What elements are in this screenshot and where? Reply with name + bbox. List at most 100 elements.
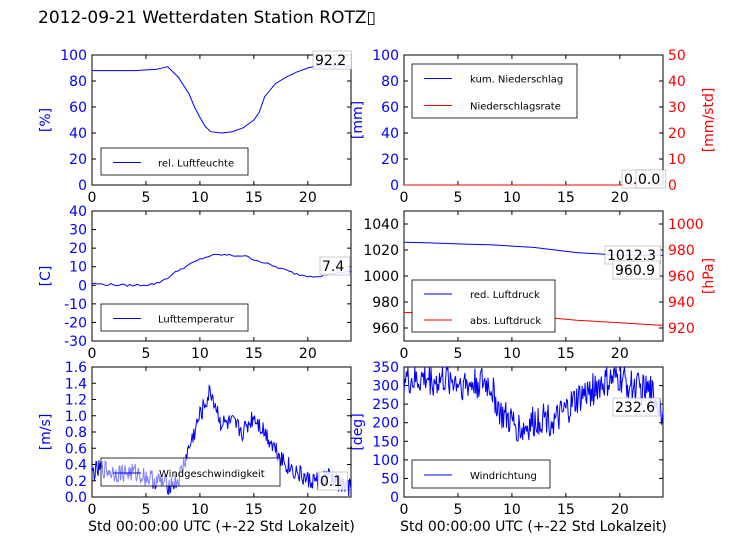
y-tick-label: 1000 [363,269,399,285]
y-tick-label: 250 [372,397,399,413]
x-tick-label: 20 [611,190,629,206]
y-right-tick-label: 980 [668,243,695,259]
x-tick-label: 0 [88,190,97,206]
x-tick-label: 15 [557,346,575,362]
y-tick-label: 1040 [363,217,399,233]
y-tick-label: 100 [60,48,87,64]
x-axis-label-right: Std 00:00:00 UTC (+-22 Std Lokalzeit) [400,519,667,535]
x-tick-label: 0 [88,502,97,518]
legend: Windgeschwindigkeit [100,457,281,487]
y-tick-label: 0 [390,490,399,506]
y-right-tick-label: 40 [668,74,686,90]
chart-panel-humidity: 0 5 10 15 20 0 20 40 60 80 100 [%] rel. Luftfeuchte 9… [38,48,352,206]
plot-frame [91,54,352,186]
legend: Lufttemperatur [100,303,249,332]
legend-label: abs. Luftdruck [470,316,541,327]
y-tick-label: 10 [69,260,87,276]
value-annotation: 92.2 [315,53,346,69]
y-tick-label: 0 [78,278,87,294]
value-annotation: 960.9 [615,263,655,279]
y-tick-label: 1.4 [65,376,87,392]
value-annotation-box [635,169,667,189]
x-tick-label: 20 [299,190,317,206]
plot-frame [91,210,352,342]
legend-box [100,457,281,487]
legend-box [411,279,556,333]
y-tick-label: 1.2 [65,393,87,409]
series-line-0 [92,64,352,134]
y-tick-label: 0 [78,178,87,194]
y-tick-label: 60 [381,100,399,116]
value-annotation: 0.1 [320,474,342,490]
y-tick-label: 0.0 [65,490,87,506]
x-tick-label: 20 [611,346,629,362]
y-tick-label: 200 [372,416,399,432]
x-tick-label: 5 [141,190,150,206]
y-tick-label: -20 [64,315,87,331]
legend: Windrichtung [411,459,551,489]
x-tick-label: 15 [245,190,263,206]
value-annotation-box [612,397,661,417]
legend: red. Luftdruck abs. Luftdruck [411,279,556,333]
x-tick-label: 10 [191,502,209,518]
value-annotation-box [312,50,352,70]
y-tick-label: 40 [69,204,87,220]
legend-label: Niederschlagsrate [470,102,561,113]
y-axis-label: [deg] [350,413,366,450]
y-tick-label: 980 [372,295,399,311]
y-tick-label: 0.4 [65,458,87,474]
y-right-tick-label: 30 [668,100,686,116]
x-tick-label: 10 [503,346,521,362]
y-tick-label: 20 [69,152,87,168]
legend-label: Windgeschwindigkeit [159,469,265,480]
y-tick-label: 300 [372,379,399,395]
legend-label: Windrichtung [470,471,537,482]
y-tick-label: 60 [69,100,87,116]
y-right-tick-label: 0 [668,178,677,194]
y-tick-label: 100 [372,453,399,469]
y-tick-label: 100 [372,48,399,64]
y-tick-label: 350 [372,360,399,376]
y-tick-label: 0 [390,178,399,194]
y-tick-label: 1.6 [65,360,87,376]
y-tick-label: 80 [381,74,399,90]
x-tick-label: 15 [557,190,575,206]
y-tick-label: 0.2 [65,474,87,490]
y-tick-label: 0.8 [65,425,87,441]
x-tick-label: 5 [141,502,150,518]
y-tick-label: 150 [372,434,399,450]
legend-box [411,63,578,119]
x-tick-label: 5 [453,190,462,206]
y-tick-label: 20 [381,152,399,168]
value-annotation: 7.4 [322,259,344,275]
y-axis-label: [%] [38,108,54,132]
legend-box [100,303,249,332]
y-tick-label: 50 [381,471,399,487]
legend-label: red. Luftdruck [470,290,540,301]
y-right-tick-label: 50 [668,48,686,64]
y-right-tick-label: 920 [668,321,695,337]
value-annotation-box [319,256,351,276]
y-tick-label: 40 [381,126,399,142]
legend-label: rel. Luftfeuchte [158,159,234,170]
y-tick-label: 1.0 [65,409,87,425]
chart-panel-precipitation: 0 5 10 15 20 0 20 40 60 80 100 0 10 20 30 40 50 [mm] [mm/s… [350,48,717,206]
x-tick-label: 0 [88,346,97,362]
y-axis-label: [mm] [350,101,366,139]
value-annotation: 0.0 [638,172,660,188]
x-tick-label: 10 [191,346,209,362]
legend: rel. Luftfeuchte [100,147,249,176]
x-tick-label: 0 [400,190,409,206]
y-right-tick-label: 960 [668,269,695,285]
y-right-tick-label: 940 [668,295,695,311]
x-tick-label: 0 [400,346,409,362]
x-axis-label-left: Std 00:00:00 UTC (+-22 Std Lokalzeit) [88,519,355,535]
x-tick-label: 20 [611,502,629,518]
y-right-tick-label: 1000 [668,217,704,233]
series-line-0 [91,253,352,287]
chart-panel-wind-speed: 0 5 10 15 20 0.00.20.40.60.81.01.21.41.6 [m/s]… [38,360,352,518]
value-annotation-box [612,260,661,280]
y-tick-label: 40 [69,126,87,142]
y-tick-label: 30 [69,223,87,239]
